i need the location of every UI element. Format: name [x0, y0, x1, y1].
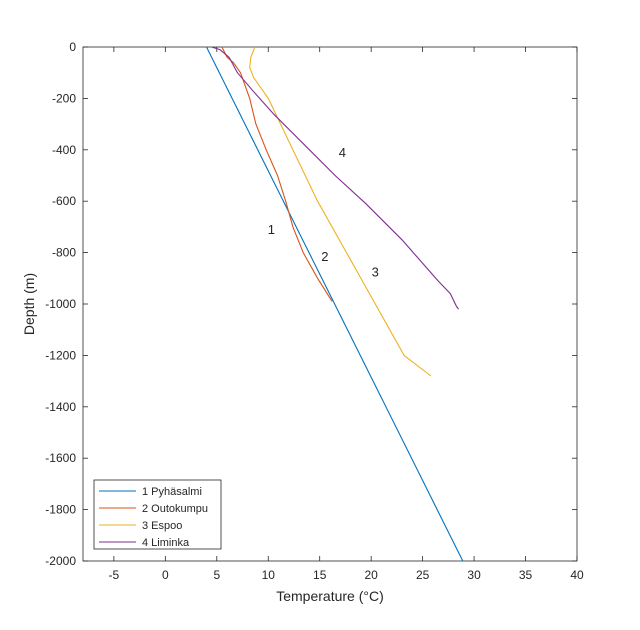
y-tick-label: -400 [52, 143, 76, 157]
legend-item-label: 4 Liminka [142, 537, 190, 549]
series-line-1 [206, 46, 464, 562]
series-annotation-label: 1 [268, 222, 275, 237]
x-tick-label: 5 [213, 568, 220, 582]
legend-item-label: 1 Pyhäsalmi [142, 486, 202, 498]
annotation-layer: 1 2 3 4 [268, 145, 379, 280]
series-annotation-label: 2 [321, 249, 328, 264]
y-tick-label: -1000 [45, 297, 76, 311]
x-tick-label: 35 [519, 568, 533, 582]
plot-area [82, 46, 578, 562]
y-tick-label: -1400 [45, 400, 76, 414]
x-tick-label: 30 [467, 568, 481, 582]
x-tick-label: 25 [416, 568, 430, 582]
x-tick-label: 10 [262, 568, 276, 582]
series-annotation-label: 4 [339, 145, 346, 160]
series-line-3 [249, 46, 432, 377]
legend-item-label: 2 Outokumpu [142, 503, 208, 515]
x-tick-label: 0 [162, 568, 169, 582]
y-tick-label: -800 [52, 246, 76, 260]
y-tick-label: -1600 [45, 451, 76, 465]
y-tick-label: 0 [69, 40, 76, 54]
series-line-2 [221, 46, 333, 302]
x-tick-label: 15 [313, 568, 327, 582]
x-axis-ticks: -5 0 5 10 15 20 25 30 35 40 [109, 47, 584, 582]
x-tick-label: 20 [364, 568, 378, 582]
y-axis-ticks: 0 -200 -400 -600 -800 -1000 -1200 -1400 -1600 -18… [45, 40, 577, 568]
x-tick-label: 40 [570, 568, 584, 582]
x-tick-label: -5 [109, 568, 120, 582]
legend-item-label: 3 Espoo [142, 520, 182, 532]
y-tick-label: -200 [52, 91, 76, 105]
y-tick-label: -1200 [45, 348, 76, 362]
series-line-4 [211, 46, 460, 310]
y-tick-label: -2000 [45, 554, 76, 568]
y-axis-label: Depth (m) [21, 273, 37, 335]
y-tick-label: -600 [52, 194, 76, 208]
legend: 1 Pyhäsalmi 2 Outokumpu 3 Espoo 4 Liminka [93, 479, 222, 550]
series-layer [206, 46, 464, 562]
series-annotation-label: 3 [372, 264, 379, 279]
y-tick-label: -1800 [45, 503, 76, 517]
x-axis-label: Temperature (°C) [276, 588, 384, 604]
